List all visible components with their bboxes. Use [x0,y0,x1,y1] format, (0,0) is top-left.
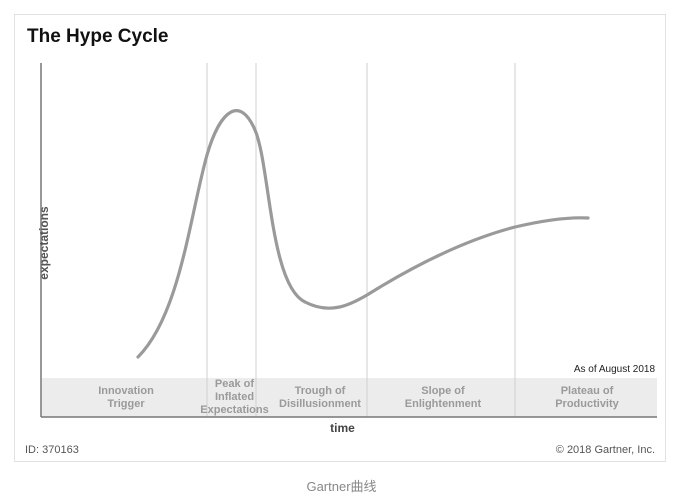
figure-title: The Hype Cycle [27,26,169,47]
phase-label-slope-of-enlightenment: Slope of Enlightenment [404,385,482,410]
phase-label-trough-of-disillusionment: Trough of Disillusionment [279,385,361,410]
phase-band [42,378,657,417]
image-caption: Gartner曲线 [306,479,377,494]
copyright-notice: © 2018 Gartner, Inc. [555,444,655,456]
x-axis-label: time [330,421,355,435]
hype-cycle-figure: The Hype Cycle Innovation Trigger Peak o… [14,14,666,462]
phase-label-innovation-trigger: Innovation Trigger [98,385,154,410]
phase-label-peak-of-inflated-expectations: Peak of Inflated Expectations [200,378,269,416]
as-of-date: As of August 2018 [573,364,655,375]
hype-cycle-diagram [40,63,657,418]
hype-curve [136,109,590,359]
phase-label-plateau-of-productivity: Plateau of Productivity [555,385,619,410]
figure-id: ID: 370163 [25,444,79,456]
y-axis-label: expectations [37,206,51,280]
